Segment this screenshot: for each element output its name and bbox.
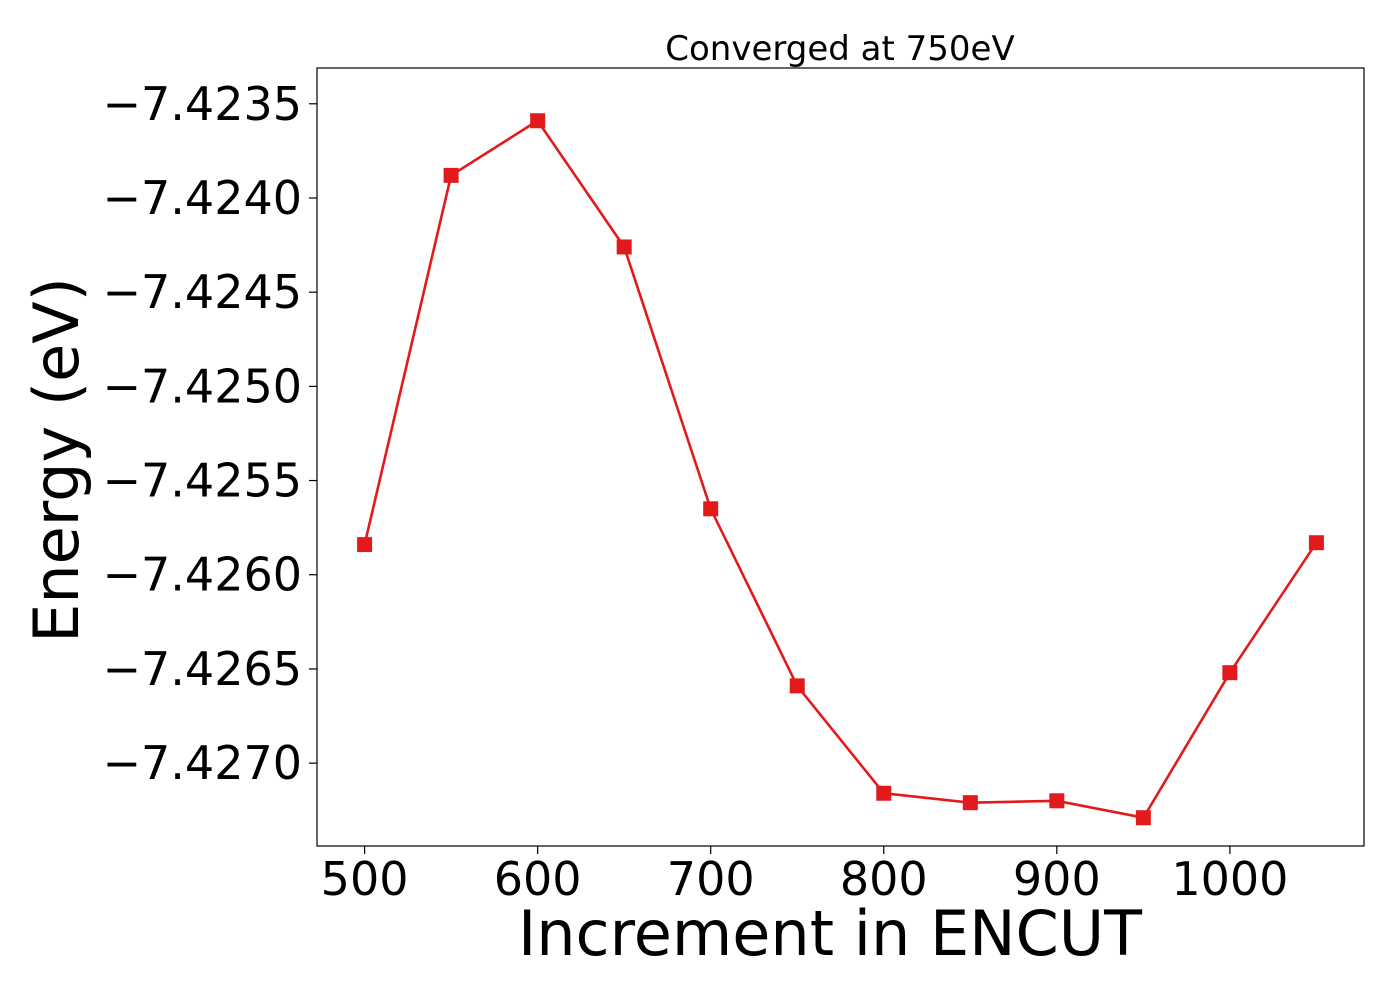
chart-title: Converged at 750eV [665,29,1014,69]
plot-frame [316,67,1365,847]
x-tick-label: 1000 [1171,852,1288,906]
data-point-marker [1049,793,1065,809]
x-tick-label: 600 [494,852,582,906]
data-point-marker [530,113,546,129]
data-point-marker [357,537,373,553]
data-point-marker [616,239,632,255]
data-point-marker [876,785,892,801]
y-tick-label: −7.4240 [103,171,303,225]
y-tick-label: −7.4265 [103,642,303,696]
data-point-marker [1222,665,1238,681]
y-tick-label: −7.4255 [103,454,303,508]
plot-area: 500 600 700 800 900 1000 −7.4235 −7.4240 −7.4245… [103,67,1365,906]
y-tick-label: −7.4235 [103,77,303,131]
series-line [363,118,1318,820]
y-tick-label: −7.4270 [103,736,303,790]
x-tick-label: 900 [1013,852,1101,906]
x-tick-label: 500 [321,852,409,906]
data-point-marker [1135,810,1151,826]
y-tick-label: −7.4250 [103,359,303,413]
data-point-marker [789,678,805,694]
y-axis-label: Energy (eV) [20,277,93,643]
x-tick-label: 700 [667,852,755,906]
data-point-marker [443,167,459,183]
x-axis-label: Increment in ENCUT [518,897,1143,970]
x-tick-label: 800 [840,852,928,906]
data-point-marker [703,501,719,517]
data-point-marker [1308,535,1324,551]
y-tick-label: −7.4260 [103,548,303,602]
data-point-marker [962,795,978,811]
y-tick-label: −7.4245 [103,265,303,319]
